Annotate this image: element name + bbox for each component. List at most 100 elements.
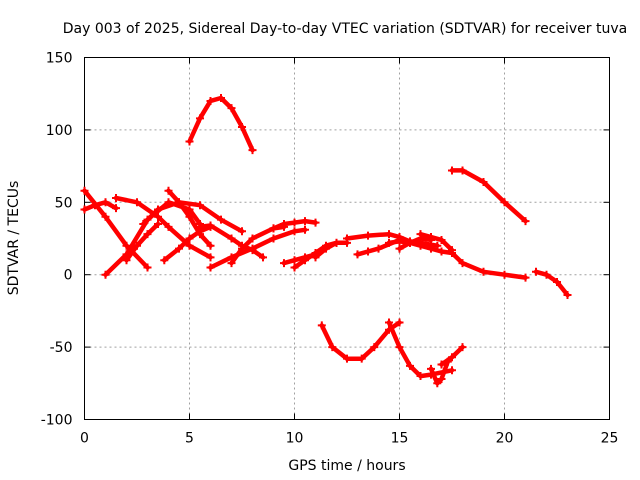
data-point-arc-25: [416, 230, 425, 239]
data-point-arc-26: [458, 259, 467, 268]
data-point-arc-27: [500, 198, 509, 207]
data-point-arc-21: [427, 244, 435, 253]
data-point-arc-26: [521, 273, 530, 282]
data-point-arc-10: [206, 221, 215, 230]
data-point-arc-6: [154, 205, 162, 214]
y-axis-title: SDTVAR / TECUs: [6, 181, 22, 296]
data-point-arc-21: [416, 241, 425, 250]
data-point-arc-7: [185, 212, 194, 221]
y-tick-label: 100: [46, 123, 73, 139]
data-point-arc-5: [133, 241, 141, 250]
data-point-arc-8: [185, 234, 194, 243]
data-point-arc-9: [248, 146, 257, 155]
plot-frame: [84, 57, 610, 420]
data-point-arc-17: [357, 354, 366, 363]
data-point-arc-24: [437, 360, 446, 369]
data-point-arc-28: [542, 270, 551, 279]
series-arc-25: [418, 231, 455, 253]
data-point-arc-13: [311, 218, 320, 227]
data-point-arc-20: [385, 318, 393, 327]
data-point-arc-13: [301, 217, 309, 226]
axis-ticks: 0 5 10 15 20 25 -100 -50 0 50 100 150: [41, 51, 619, 447]
data-point-arc-8: [175, 244, 183, 253]
data-point-arc-2: [101, 198, 110, 207]
data-point-arc-9: [238, 123, 246, 132]
data-point-arc-19: [353, 250, 362, 259]
data-point-arc-9: [206, 96, 215, 105]
data-point-arc-28: [563, 290, 572, 299]
data-point-arc-17: [328, 343, 337, 352]
data-point-arc-5: [143, 230, 152, 239]
data-point-arc-17: [395, 318, 404, 327]
data-point-arc-11: [206, 263, 215, 272]
data-point-arc-21: [395, 237, 404, 246]
data-point-arc-25: [437, 235, 446, 244]
data-point-arc-27: [479, 178, 488, 187]
data-point-arc-23: [437, 374, 446, 383]
data-point-arc-18: [364, 231, 372, 240]
data-point-arc-14: [290, 256, 299, 265]
series: [80, 94, 572, 388]
data-point-arc-2: [91, 201, 99, 210]
data-point-arc-26: [479, 267, 488, 276]
data-point-arc-18: [385, 230, 393, 239]
data-point-arc-17: [370, 343, 379, 352]
series-arc-27: [449, 168, 528, 224]
data-point-arc-4: [133, 198, 141, 207]
data-point-arc-26: [500, 270, 509, 279]
chart-title: Day 003 of 2025, Sidereal Day-to-day VTE…: [63, 21, 627, 37]
data-point-arc-2: [112, 204, 120, 213]
data-point-arc-14: [280, 259, 288, 268]
data-point-arc-16: [322, 244, 330, 253]
data-point-arc-26: [437, 247, 446, 256]
series-arc-22: [397, 236, 434, 251]
data-point-arc-9: [227, 104, 236, 113]
data-point-arc-6: [238, 227, 246, 236]
data-point-arc-5: [154, 220, 162, 229]
data-point-arc-27: [448, 166, 456, 175]
data-point-arc-20: [416, 372, 425, 381]
data-point-arc-24: [448, 353, 456, 362]
data-point-arc-17: [317, 321, 326, 330]
data-point-arc-15: [290, 263, 299, 272]
data-point-arc-11: [248, 244, 257, 253]
data-point-arc-9: [217, 94, 225, 103]
data-point-arc-22: [395, 244, 404, 253]
x-tick-label: 5: [185, 431, 194, 447]
data-point-arc-10: [259, 253, 267, 262]
x-tick-label: 0: [80, 431, 89, 447]
data-point-arc-4: [164, 222, 173, 231]
data-point-arc-10: [196, 222, 204, 231]
y-tick-label: 0: [64, 268, 73, 284]
y-tick-label: 50: [55, 195, 73, 211]
data-point-arc-6: [196, 201, 204, 210]
series-arc-28: [533, 269, 570, 298]
data-point-arc-7: [164, 186, 173, 195]
data-point-arc-8: [160, 256, 169, 265]
data-point-arc-6: [139, 220, 148, 229]
data-point-arc-1: [143, 263, 152, 272]
series-arc-23: [428, 359, 451, 386]
data-point-arc-23: [433, 379, 442, 388]
x-tick-label: 25: [601, 431, 619, 447]
data-point-arc-13: [290, 218, 299, 227]
data-point-arc-26: [448, 248, 456, 257]
y-tick-label: 150: [46, 51, 73, 67]
data-point-arc-28: [532, 267, 540, 276]
data-point-arc-20: [406, 361, 414, 370]
data-point-arc-7: [175, 198, 183, 207]
data-point-arc-6: [217, 215, 225, 224]
data-point-arc-22: [406, 238, 414, 247]
data-point-arc-1: [101, 212, 110, 221]
data-point-arc-4: [112, 193, 120, 202]
data-point-arc-12: [238, 244, 246, 253]
data-point-arc-5: [122, 256, 131, 265]
data-point-arc-20: [395, 343, 404, 352]
data-point-arc-4: [154, 212, 162, 221]
data-point-arc-15: [301, 256, 309, 265]
data-point-arc-27: [521, 217, 530, 226]
data-point-arc-11: [269, 234, 278, 243]
x-tick-label: 15: [391, 431, 409, 447]
data-point-arc-4: [185, 241, 194, 250]
